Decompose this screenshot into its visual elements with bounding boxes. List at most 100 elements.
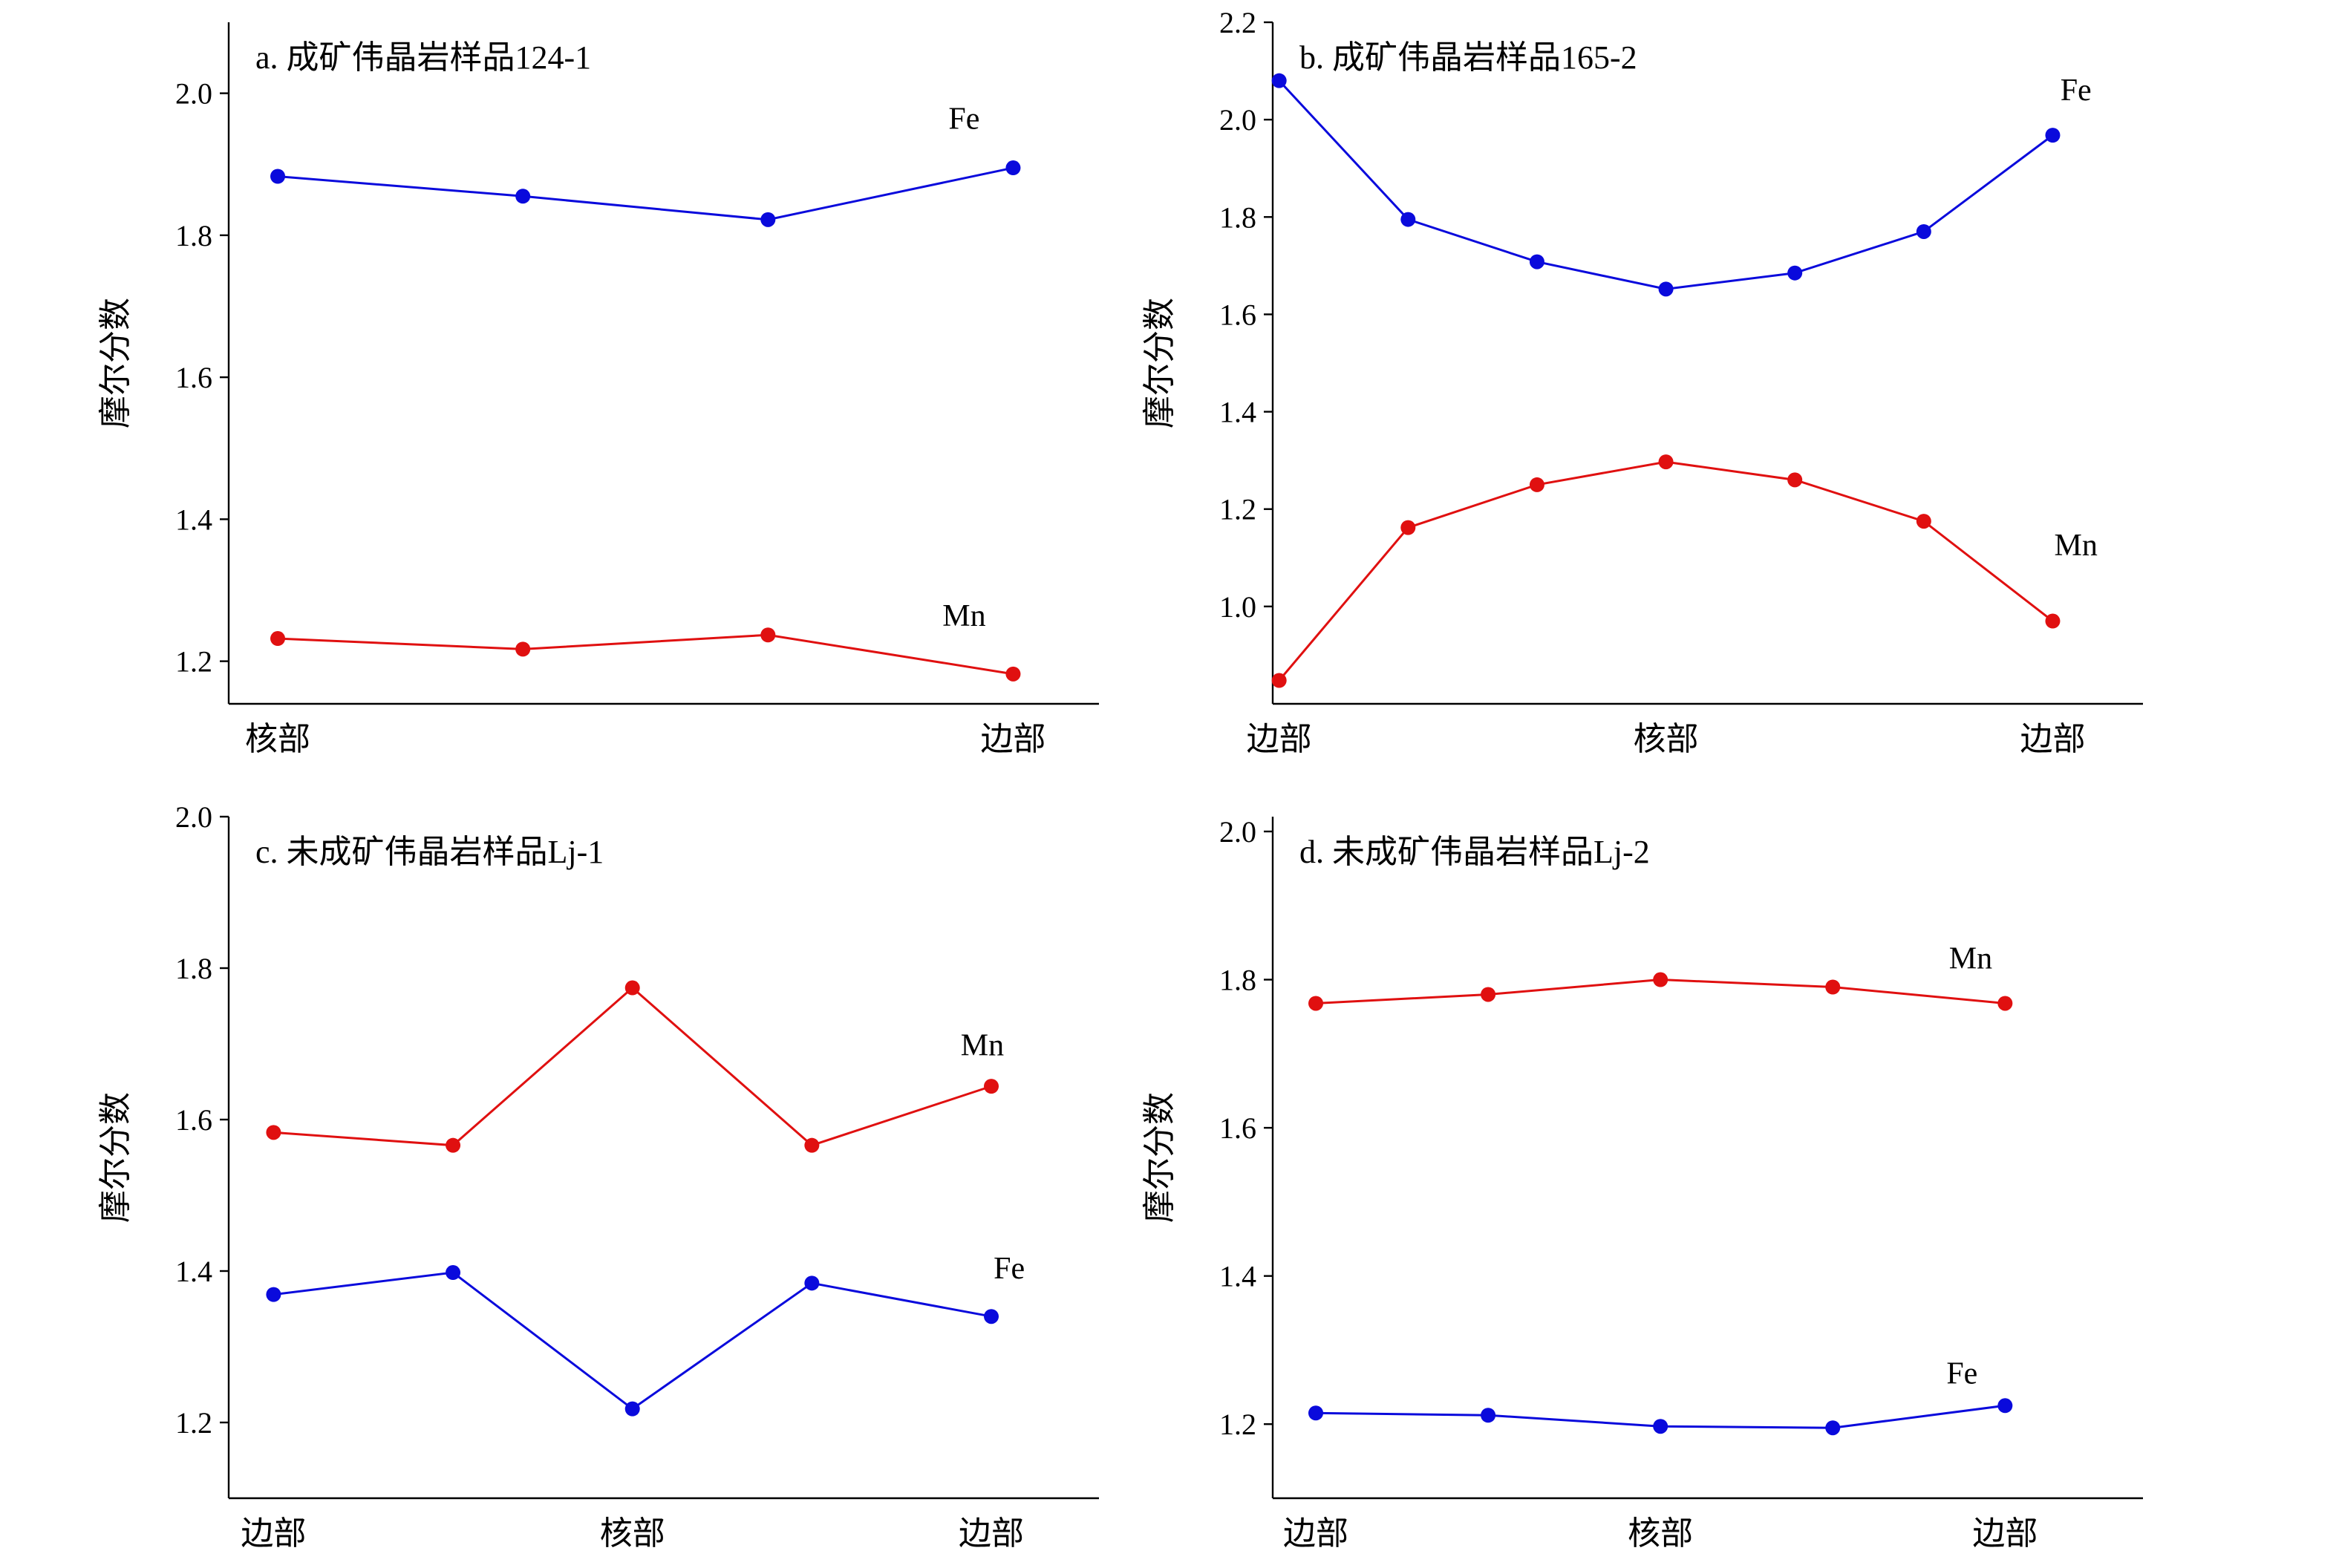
data-point-fe [1997,1398,2013,1414]
x-category-label: 核部 [1628,1515,1693,1552]
panel-d: 1.2 1.4 1.6 1.8 2.0 边部 核部 边部 摩尔分数 d. 未成矿伟晶岩样品Lj-2… [1141,815,2143,1552]
y-tick-label: 1.2 [1219,493,1256,526]
data-point-mn [1308,996,1324,1011]
series-label-mn: Mn [961,1028,1004,1062]
data-point-fe [1005,160,1021,176]
data-point-mn [1400,520,1416,535]
data-point-fe [1916,223,1931,239]
y-tick-label: 1.6 [175,1103,212,1137]
series-label-fe: Fe [1946,1356,1977,1391]
data-point-mn [760,627,776,643]
panel-title: a. 成矿伟晶岩样品124-1 [255,39,591,76]
y-tick-label: 1.6 [1219,1111,1256,1145]
x-category-label: 核部 [600,1515,665,1552]
data-point-fe [515,189,531,204]
x-category-label: 核部 [1634,720,1699,758]
x-category-label: 边部 [980,720,1045,758]
x-category-label: 边部 [1247,720,1312,758]
y-axis-label: 摩尔分数 [97,1092,134,1223]
data-point-fe [760,212,776,227]
data-point-mn [1271,673,1287,688]
y-tick-label: 2.0 [1219,103,1256,137]
series-line-fe [277,166,1014,221]
data-point-mn [1529,477,1544,492]
data-point-mn [1005,666,1021,682]
y-tick-label: 1.6 [1219,298,1256,331]
y-tick-label: 1.4 [1219,1260,1256,1293]
data-point-fe [1529,254,1544,270]
data-point-fe [270,169,286,184]
data-point-mn [446,1137,461,1153]
data-point-fe [2045,128,2061,143]
y-tick-label: 1.8 [175,219,212,252]
data-point-fe [1481,1408,1496,1423]
y-tick-label: 2.0 [175,800,212,834]
y-tick-label: 1.8 [175,952,212,985]
data-point-mn [266,1125,281,1140]
series-label-fe: Fe [948,102,979,136]
x-category-label: 边部 [1972,1515,2038,1552]
panel-c: 1.2 1.4 1.6 1.8 2.0 边部 核部 边部 摩尔分数 c. 未成矿伟晶岩样品Lj-1… [97,800,1099,1552]
y-axis-label: 摩尔分数 [1141,298,1178,428]
panel-title: c. 未成矿伟晶岩样品Lj-1 [255,834,604,870]
series-line-mn [277,633,1014,676]
y-axis-label: 摩尔分数 [1141,1092,1178,1223]
y-tick-label: 1.6 [175,361,212,394]
series-label-mn: Mn [2055,529,2098,563]
data-point-fe [266,1287,281,1302]
y-tick-label: 1.2 [175,645,212,679]
data-point-mn [1997,996,2013,1011]
data-point-mn [1658,454,1674,470]
series-line-mn [273,986,992,1147]
data-point-fe [804,1275,820,1291]
series-label-fe: Fe [994,1252,1025,1286]
x-category-label: 边部 [2020,720,2085,758]
panel-title: d. 未成矿伟晶岩样品Lj-2 [1299,834,1650,870]
data-point-fe [446,1265,461,1281]
x-category-label: 边部 [959,1515,1024,1552]
data-point-mn [804,1137,820,1153]
series-label-fe: Fe [2061,74,2092,108]
data-point-fe [1308,1405,1324,1421]
panel-a: 1.2 1.4 1.6 1.8 2.0 核部 边部 摩尔分数 a. 成矿伟晶岩样品124-1 Fe… [97,22,1099,758]
data-point-mn [1825,979,1841,995]
x-category-label: 核部 [245,720,310,758]
data-point-mn [1653,972,1668,987]
y-tick-label: 1.8 [1219,964,1256,997]
y-tick-label: 2.2 [1219,6,1256,39]
y-tick-label: 1.8 [1219,200,1256,234]
panel-b: 1.0 1.2 1.4 1.6 1.8 2.0 2.2 边部 核部 边部 摩尔分数 b. 成矿伟晶岩样… [1141,6,2143,758]
series-label-mn: Mn [1949,942,1992,976]
series-line-fe [1278,79,2054,290]
data-point-mn [515,641,531,657]
y-tick-label: 2.0 [175,77,212,111]
y-axis-label: 摩尔分数 [97,298,134,428]
panel-title: b. 成矿伟晶岩样品165-2 [1299,39,1637,76]
data-point-mn [1787,472,1803,488]
data-point-fe [1400,212,1416,227]
data-point-mn [984,1079,999,1094]
data-point-fe [1825,1420,1841,1436]
data-point-fe [1653,1419,1668,1434]
x-category-label: 边部 [241,1515,306,1552]
data-point-fe [1658,281,1674,297]
series-line-fe [273,1271,992,1411]
data-point-fe [624,1401,640,1417]
data-point-mn [2045,613,2061,629]
x-category-label: 边部 [1283,1515,1348,1552]
data-point-fe [1787,265,1803,281]
data-point-fe [984,1309,999,1324]
data-point-mn [624,980,640,996]
data-point-fe [1271,73,1287,88]
data-point-mn [270,631,286,647]
series-label-mn: Mn [942,599,985,633]
data-point-mn [1916,514,1931,529]
y-tick-label: 1.4 [175,1255,212,1288]
y-tick-label: 1.4 [1219,396,1256,429]
data-point-mn [1481,987,1496,1002]
y-tick-label: 1.2 [1219,1408,1256,1441]
y-tick-label: 1.0 [1219,590,1256,624]
y-tick-label: 1.4 [175,503,212,536]
y-tick-label: 2.0 [1219,815,1256,849]
